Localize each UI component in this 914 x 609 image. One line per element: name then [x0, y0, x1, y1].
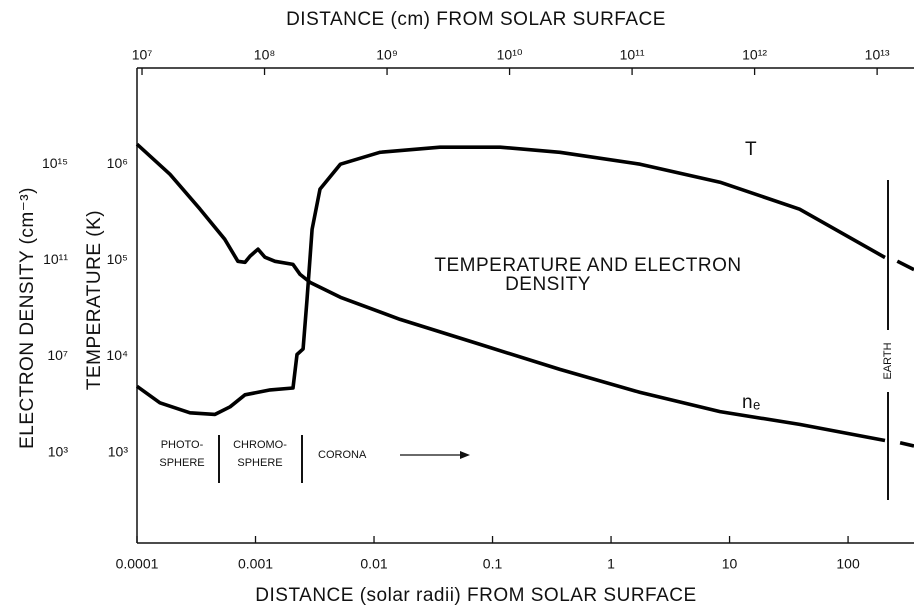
- x2-tick-label: 10¹⁰: [497, 47, 523, 63]
- x2-tick-label: 10¹²: [742, 47, 767, 63]
- earth-label: EARTH: [882, 342, 894, 379]
- x2-tick-label: 10⁷: [132, 47, 153, 63]
- y-tick-label: 10³: [108, 443, 129, 459]
- region-label: PHOTO-: [161, 439, 204, 451]
- x2-tick-label: 10⁹: [376, 47, 398, 63]
- y2-tick-label: 10¹⁵: [42, 155, 68, 171]
- series-line: [135, 142, 914, 448]
- x-tick-label: 10: [722, 556, 738, 572]
- y2-tick-label: 10¹¹: [43, 251, 68, 267]
- y2-axis-label: ELECTRON DENSITY (cm⁻³): [17, 187, 38, 449]
- region-label: CORONA: [318, 449, 367, 461]
- y-tick-label: 10⁵: [107, 251, 128, 267]
- series-label: nₑ: [742, 392, 761, 413]
- x-tick-label: 0.01: [360, 556, 387, 572]
- x2-tick-label: 10⁸: [254, 47, 276, 63]
- y-tick-label: 10⁴: [106, 347, 128, 363]
- x-tick-label: 0.0001: [116, 556, 159, 572]
- annotation: DENSITY: [505, 274, 591, 295]
- region-label: CHROMO-: [233, 439, 287, 451]
- x2-tick-label: 10¹¹: [620, 47, 645, 63]
- arrow-head: [460, 451, 470, 459]
- region-label: SPHERE: [159, 457, 204, 469]
- y-axis-label: TEMPERATURE (K): [84, 210, 105, 390]
- y2-tick-label: 10³: [48, 443, 69, 459]
- y2-tick-label: 10⁷: [47, 347, 68, 363]
- x2-axis-label: DISTANCE (cm) FROM SOLAR SURFACE: [286, 9, 666, 30]
- region-label: SPHERE: [237, 457, 282, 469]
- annotation: TEMPERATURE AND ELECTRON: [434, 255, 741, 276]
- x-tick-label: 0.1: [483, 556, 503, 572]
- x-tick-label: 0.001: [238, 556, 273, 572]
- x-axis-label: DISTANCE (solar radii) FROM SOLAR SURFAC…: [255, 585, 696, 606]
- series-label: T: [745, 139, 757, 160]
- x2-tick-label: 10¹³: [865, 47, 890, 63]
- x-tick-label: 1: [607, 556, 615, 572]
- y-tick-label: 10⁶: [107, 155, 128, 171]
- series-line: [135, 145, 914, 417]
- x-tick-label: 100: [836, 556, 860, 572]
